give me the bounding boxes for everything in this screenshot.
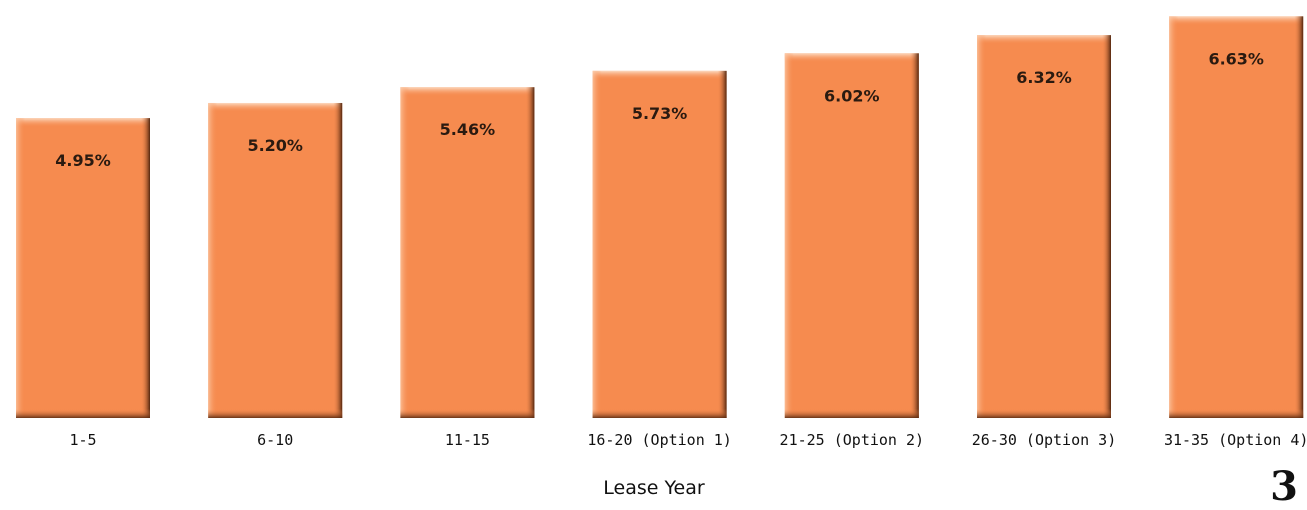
bar-bevel-top [592,70,727,80]
bar-bevel-bottom [208,409,343,418]
bar-body [784,53,919,418]
bar-bevel-left [208,102,218,418]
bar-bevel-left [400,87,410,419]
data-label: 4.95% [55,151,111,170]
x-axis-title: Lease Year [603,477,705,499]
bar-bevel-top [208,102,343,112]
bar [977,35,1111,418]
bar [16,118,150,418]
bar-body [977,35,1111,418]
bar-body [1169,16,1304,419]
bar-bevel-left [1169,16,1179,419]
bar-bevel-left [784,53,794,418]
bar-bevel-top [784,53,919,63]
bar-bevel-right [333,102,343,418]
data-label: 5.20% [247,136,303,155]
data-label: 6.63% [1208,49,1264,68]
bar-bevel-left [16,118,25,418]
bar-bevel-right [909,53,919,418]
bar-bevel-right [1294,16,1304,419]
x-tick-label: 21-25 (Option 2) [780,431,925,449]
bar [784,53,919,418]
bar [400,87,535,419]
bar-bevel-top [977,35,1111,45]
bar-bevel-left [977,35,986,418]
bar-bevel-right [141,118,150,418]
bar [1169,16,1304,419]
x-axis-ticks: 1-5 6-10 11-15 16-20 (Option 1) 21-25 (Optio… [69,431,1307,449]
x-tick-label: 16-20 (Option 1) [587,431,732,449]
data-label: 6.02% [824,86,880,105]
bar-bevel-top [400,87,535,97]
bar-bevel-top [1169,16,1304,26]
bar-bevel-bottom [1169,409,1304,418]
bar-body [208,102,343,418]
x-tick-label: 11-15 [445,431,490,449]
x-tick-label: 31-35 (Option 4) [1164,431,1307,449]
bar-body [592,70,727,418]
x-tick-label: 6-10 [257,431,293,449]
x-tick-label: 1-5 [69,431,96,449]
data-label: 5.73% [632,104,688,123]
bar-bevel-bottom [784,409,919,418]
bars-group [16,16,1304,419]
bar-bevel-right [1102,35,1111,418]
data-label: 6.32% [1016,68,1072,87]
bar [208,102,343,418]
page-number: 3 [1270,463,1298,510]
bar-bevel-bottom [400,409,535,418]
x-tick-label: 26-30 (Option 3) [972,431,1117,449]
bar-bevel-bottom [592,409,727,418]
bar-bevel-bottom [977,409,1111,418]
data-label: 5.46% [440,120,496,139]
bar-bevel-bottom [16,409,150,418]
bar-bevel-right [717,70,727,418]
bar-bevel-top [16,118,150,128]
bar [592,70,727,418]
bar-body [16,118,150,418]
data-labels-group: 4.95% 5.20% 5.46% 5.73% 6.02% 6.32% 6.63% [55,49,1264,170]
bar-bevel-left [592,70,602,418]
bar-bevel-right [525,87,535,419]
bar-body [400,87,535,419]
